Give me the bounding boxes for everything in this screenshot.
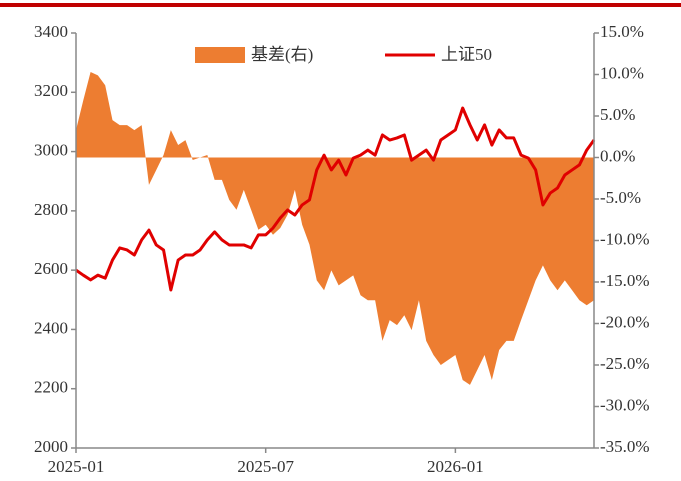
legend-label: 基差(右) [251, 45, 313, 64]
header-bar [0, 3, 681, 7]
y2-tick-label: 15.0% [600, 22, 644, 41]
y2-tick-label: -25.0% [600, 354, 650, 373]
x-tick-label: 2025-01 [48, 457, 105, 476]
legend-label: 上证50 [441, 45, 492, 64]
y-tick-label: 3000 [34, 140, 68, 159]
y2-tick-label: -20.0% [600, 312, 650, 331]
y2-tick-label: 10.0% [600, 63, 644, 82]
legend-swatch [195, 47, 245, 63]
y-tick-label: 2200 [34, 378, 68, 397]
y2-tick-label: -30.0% [600, 395, 650, 414]
y2-tick-label: -5.0% [600, 188, 641, 207]
x-tick-label: 2026-01 [427, 457, 484, 476]
y2-tick-label: 0.0% [600, 146, 635, 165]
y-tick-label: 2000 [34, 437, 68, 456]
y-tick-label: 3200 [34, 81, 68, 100]
y2-tick-label: -35.0% [600, 437, 650, 456]
y-tick-label: 2400 [34, 318, 68, 337]
line [75, 106, 596, 292]
y-tick-label: 2800 [34, 200, 68, 219]
x-tick-label: 2025-07 [237, 457, 294, 476]
y2-tick-label: -10.0% [600, 229, 650, 248]
y2-tick-label: -15.0% [600, 271, 650, 290]
y-tick-label: 2600 [34, 259, 68, 278]
y2-tick-label: 5.0% [600, 105, 635, 124]
area [76, 72, 594, 385]
y-tick-label: 3400 [34, 22, 68, 41]
